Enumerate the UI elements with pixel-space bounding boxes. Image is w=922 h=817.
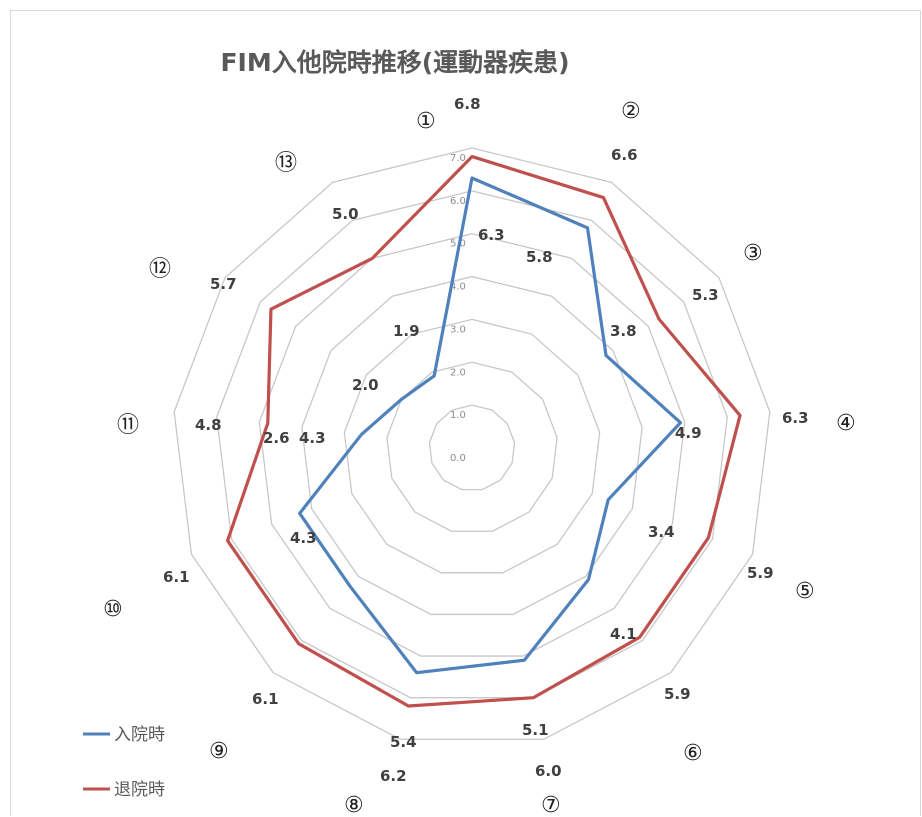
category-labels: ① ② ③ ④ ⑤ ⑥ ⑦ ⑧ ⑨ ⑩ ⑪ ⑫ ⑬ <box>103 99 856 817</box>
grid-ring <box>258 233 686 657</box>
data-label-outbound: 6.1 <box>252 690 279 708</box>
data-label-outbound: 6.8 <box>454 95 481 113</box>
category-label: ③ <box>743 241 763 266</box>
data-label-outbound: 6.3 <box>782 409 809 427</box>
data-label-outbound: 5.9 <box>747 564 774 582</box>
data-label-outbound: 6.1 <box>163 568 190 586</box>
data-label-inbound: 1.9 <box>393 322 420 340</box>
data-label-outbound: 5.3 <box>692 286 719 304</box>
data-label-inbound: 2.0 <box>352 376 379 394</box>
legend-label-inbound: 入院時 <box>114 725 165 745</box>
tick-label: 3.0 <box>450 324 466 335</box>
tick-label: 2.0 <box>450 367 466 378</box>
data-label-outbound: 5.0 <box>332 205 359 223</box>
data-label-outbound: 6.2 <box>380 767 407 785</box>
data-label-inbound: 6.3 <box>478 226 505 244</box>
category-label: ⑨ <box>209 739 229 764</box>
data-label-outbound: 6.6 <box>611 146 638 164</box>
data-label-inbound: 3.4 <box>648 523 675 541</box>
grid-ring <box>428 404 516 491</box>
category-label: ② <box>621 99 641 124</box>
data-label-outbound: 4.8 <box>195 416 222 434</box>
data-label-inbound: 4.3 <box>299 429 326 447</box>
data-label-inbound: 5.1 <box>522 721 549 739</box>
grid-ring <box>173 147 771 740</box>
chart-frame <box>10 10 921 816</box>
data-label-inbound: 2.6 <box>263 429 290 447</box>
grid-ring <box>343 318 601 574</box>
category-label: ⑥ <box>683 741 703 766</box>
data-label-outbound: 5.7 <box>210 275 237 293</box>
data-labels: 6.3 5.8 3.8 4.9 3.4 4.1 5.1 5.4 4.3 4.3 2.6 2.0 1.9 6… <box>163 95 809 785</box>
category-label: ① <box>416 109 436 134</box>
chart-title: FIM入他院時推移(運動器疾患) <box>220 48 569 77</box>
legend: 入院時 退院時 <box>83 725 165 800</box>
category-label: ⑫ <box>149 257 171 282</box>
series-layer <box>225 154 742 708</box>
category-label: ⑪ <box>117 413 139 438</box>
series-line-0 <box>298 176 683 675</box>
tick-labels: 0.01.02.03.04.05.06.07.0 <box>450 153 466 464</box>
data-label-inbound: 4.9 <box>675 424 702 442</box>
data-label-inbound: 4.1 <box>610 625 637 643</box>
data-label-inbound: 3.8 <box>610 322 637 340</box>
grid-ring <box>386 361 558 532</box>
tick-label: 4.0 <box>450 282 466 293</box>
series-line-1 <box>225 154 742 708</box>
tick-label: 0.0 <box>450 453 466 464</box>
grid-ring <box>301 275 643 616</box>
data-label-inbound: 5.8 <box>526 248 553 266</box>
tick-label: 6.0 <box>450 196 466 207</box>
category-label: ⑦ <box>541 793 561 817</box>
data-label-inbound: 5.4 <box>390 733 417 751</box>
category-label: ④ <box>836 411 856 436</box>
legend-label-outbound: 退院時 <box>114 780 165 800</box>
data-label-outbound: 6.0 <box>535 762 562 780</box>
category-label: ⑧ <box>344 793 364 817</box>
category-label: ⑩ <box>103 597 123 622</box>
tick-label: 7.0 <box>450 153 466 164</box>
category-label: ⑬ <box>275 151 297 176</box>
category-label: ⑤ <box>795 579 815 604</box>
data-label-inbound: 4.3 <box>290 529 317 547</box>
grid <box>173 147 771 740</box>
grid-ring <box>216 190 728 699</box>
tick-label: 1.0 <box>450 410 466 421</box>
data-label-outbound: 5.9 <box>664 685 691 703</box>
